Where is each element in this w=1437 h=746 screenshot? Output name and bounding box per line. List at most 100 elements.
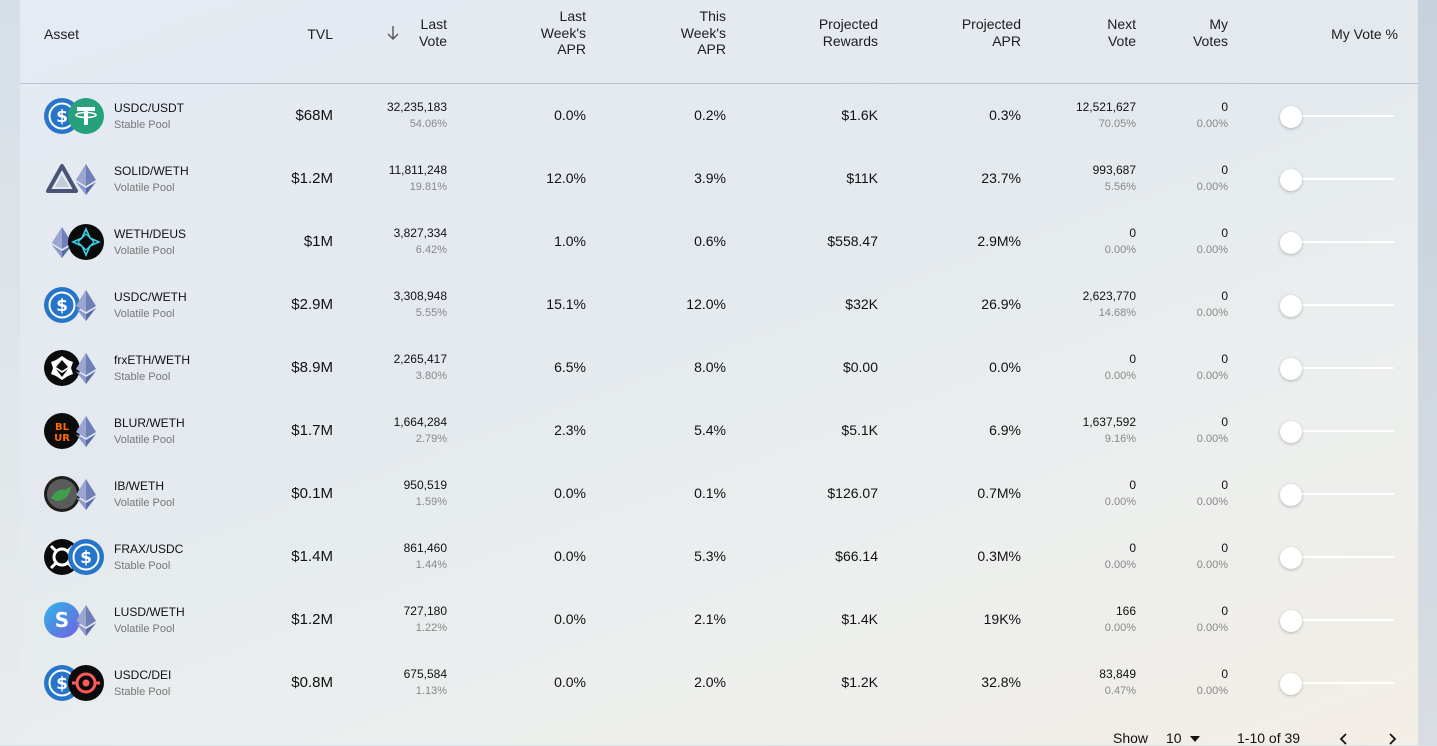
- slider-track[interactable]: [1292, 367, 1394, 369]
- vote-slider[interactable]: [1280, 421, 1394, 443]
- pool-type: Stable Pool: [114, 371, 171, 383]
- vote-slider[interactable]: [1280, 106, 1394, 128]
- next-vote-value: 0: [1129, 478, 1136, 492]
- slider-handle[interactable]: [1280, 484, 1302, 506]
- slider-handle[interactable]: [1280, 169, 1302, 191]
- next-vote-pct: 0.00%: [1104, 370, 1136, 382]
- projected-apr-value: 26.9%: [981, 296, 1021, 312]
- usdc-icon: $: [68, 539, 104, 575]
- chevron-left-icon[interactable]: [1338, 733, 1350, 745]
- last-vote-value: 32,235,183: [386, 100, 447, 114]
- pool-type: Volatile Pool: [114, 434, 175, 446]
- table-row[interactable]: $ USDC/WETH Volatile Pool $2.9M 3,308,948 5.5…: [20, 273, 1418, 336]
- header-my-vote-pct[interactable]: My Vote %: [1331, 26, 1398, 42]
- pool-name: USDC/WETH: [114, 290, 187, 304]
- table-row[interactable]: IB/WETH Volatile Pool $0.1M 950,519 1.59% 0.0…: [20, 462, 1418, 525]
- table-row[interactable]: $ FRAX/USDC Stable Pool $1.4M 861,460 1.44% 0.…: [20, 525, 1418, 588]
- header-projected-rewards[interactable]: Projected Rewards: [818, 16, 878, 49]
- this-week-apr-value: 0.1%: [694, 485, 726, 501]
- header-tvl[interactable]: TVL: [307, 26, 333, 42]
- vote-slider[interactable]: [1280, 169, 1394, 191]
- show-label: Show: [1113, 730, 1149, 746]
- pair-icons: $: [44, 98, 108, 134]
- pool-name: FRAX/USDC: [114, 542, 184, 556]
- caret-down-icon: [1190, 736, 1201, 743]
- header-this-week-apr[interactable]: This Week's APR: [680, 8, 726, 57]
- slider-track[interactable]: [1292, 619, 1394, 621]
- slider-track[interactable]: [1292, 493, 1394, 495]
- next-vote-pct: 14.68%: [1098, 307, 1136, 319]
- table-row[interactable]: frxETH/WETH Stable Pool $8.9M 2,265,417 3.80…: [20, 336, 1418, 399]
- slider-track[interactable]: [1292, 682, 1394, 684]
- table-row[interactable]: WETH/DEUS Volatile Pool $1M 3,827,334 6.42% 1…: [20, 210, 1418, 273]
- slider-track[interactable]: [1292, 115, 1394, 117]
- header-my-votes[interactable]: My Votes: [1192, 16, 1228, 49]
- svg-text:S: S: [55, 608, 69, 632]
- table-row[interactable]: $ USDC/DEI Stable Pool $0.8M 675,584 1.13% 0.0…: [20, 651, 1418, 714]
- my-votes-value: 0: [1221, 541, 1228, 555]
- slider-handle[interactable]: [1280, 106, 1302, 128]
- table-row[interactable]: S LUSD/WETH Volatile Pool $1.2M 727,180 1.22%…: [20, 588, 1418, 651]
- this-week-apr-value: 5.4%: [694, 422, 726, 438]
- usdc-icon: $: [44, 287, 80, 323]
- last-vote-pct: 54.06%: [409, 118, 447, 130]
- table-row[interactable]: SOLID/WETH Volatile Pool $1.2M 11,811,248 19…: [20, 147, 1418, 210]
- last-vote-value: 950,519: [403, 478, 447, 492]
- table-header: Asset TVL Last Vote Last Week's APR This Wee…: [20, 0, 1418, 84]
- chevron-right-icon[interactable]: [1386, 733, 1398, 745]
- slider-track[interactable]: [1292, 178, 1394, 180]
- slider-handle[interactable]: [1280, 232, 1302, 254]
- svg-text:BL: BL: [55, 422, 70, 433]
- tvl-value: $8.9M: [291, 359, 333, 376]
- last-vote-pct: 6.42%: [415, 244, 447, 256]
- slider-track[interactable]: [1292, 556, 1394, 558]
- weth-icon: [68, 350, 104, 386]
- header-last-vote[interactable]: Last Vote: [418, 16, 447, 49]
- slider-handle[interactable]: [1280, 673, 1302, 695]
- table-row[interactable]: $ USDC/USDT Stable Pool $68M 32,235,183 54.06…: [20, 84, 1418, 147]
- vote-slider[interactable]: [1280, 547, 1394, 569]
- pool-name: SOLID/WETH: [114, 164, 189, 178]
- slider-handle[interactable]: [1280, 610, 1302, 632]
- slider-track[interactable]: [1292, 241, 1394, 243]
- slider-track[interactable]: [1292, 304, 1394, 306]
- pool-name: WETH/DEUS: [114, 227, 186, 241]
- slider-handle[interactable]: [1280, 547, 1302, 569]
- next-vote-value: 12,521,627: [1075, 100, 1136, 114]
- vote-slider[interactable]: [1280, 610, 1394, 632]
- this-week-apr-value: 0.6%: [694, 233, 726, 249]
- slider-handle[interactable]: [1280, 358, 1302, 380]
- slider-track[interactable]: [1292, 430, 1394, 432]
- header-projected-apr[interactable]: Projected APR: [961, 16, 1021, 49]
- next-vote-pct: 0.00%: [1104, 559, 1136, 571]
- dei-icon: [68, 665, 104, 701]
- page-size-select[interactable]: 10: [1166, 730, 1201, 746]
- vote-slider[interactable]: [1280, 484, 1394, 506]
- header-next-vote[interactable]: Next Vote: [1107, 16, 1136, 49]
- svg-text:$: $: [80, 548, 92, 568]
- last-week-apr-value: 0.0%: [554, 548, 586, 564]
- last-week-apr-value: 12.0%: [546, 170, 586, 186]
- my-votes-pct: 0.00%: [1196, 559, 1228, 571]
- vote-slider[interactable]: [1280, 295, 1394, 317]
- sort-down-icon[interactable]: [386, 24, 400, 42]
- last-vote-value: 11,811,248: [388, 163, 447, 177]
- header-last-week-apr[interactable]: Last Week's APR: [540, 8, 586, 57]
- slider-handle[interactable]: [1280, 421, 1302, 443]
- projected-apr-value: 0.3%: [989, 107, 1021, 123]
- next-vote-pct: 0.47%: [1104, 685, 1136, 697]
- frxeth-icon: [44, 350, 80, 386]
- pool-name: BLUR/WETH: [114, 416, 185, 430]
- next-vote-pct: 9.16%: [1104, 433, 1136, 445]
- my-votes-pct: 0.00%: [1196, 496, 1228, 508]
- next-vote-value: 993,687: [1092, 163, 1136, 177]
- my-votes-value: 0: [1221, 478, 1228, 492]
- vote-slider[interactable]: [1280, 358, 1394, 380]
- vote-slider[interactable]: [1280, 673, 1394, 695]
- weth-icon: [68, 287, 104, 323]
- vote-slider[interactable]: [1280, 232, 1394, 254]
- table-row[interactable]: BL UR BLUR/WETH Volatile Pool $1.7M 1,664,284…: [20, 399, 1418, 462]
- slider-handle[interactable]: [1280, 295, 1302, 317]
- last-week-apr-value: 15.1%: [546, 296, 586, 312]
- header-asset[interactable]: Asset: [44, 26, 80, 42]
